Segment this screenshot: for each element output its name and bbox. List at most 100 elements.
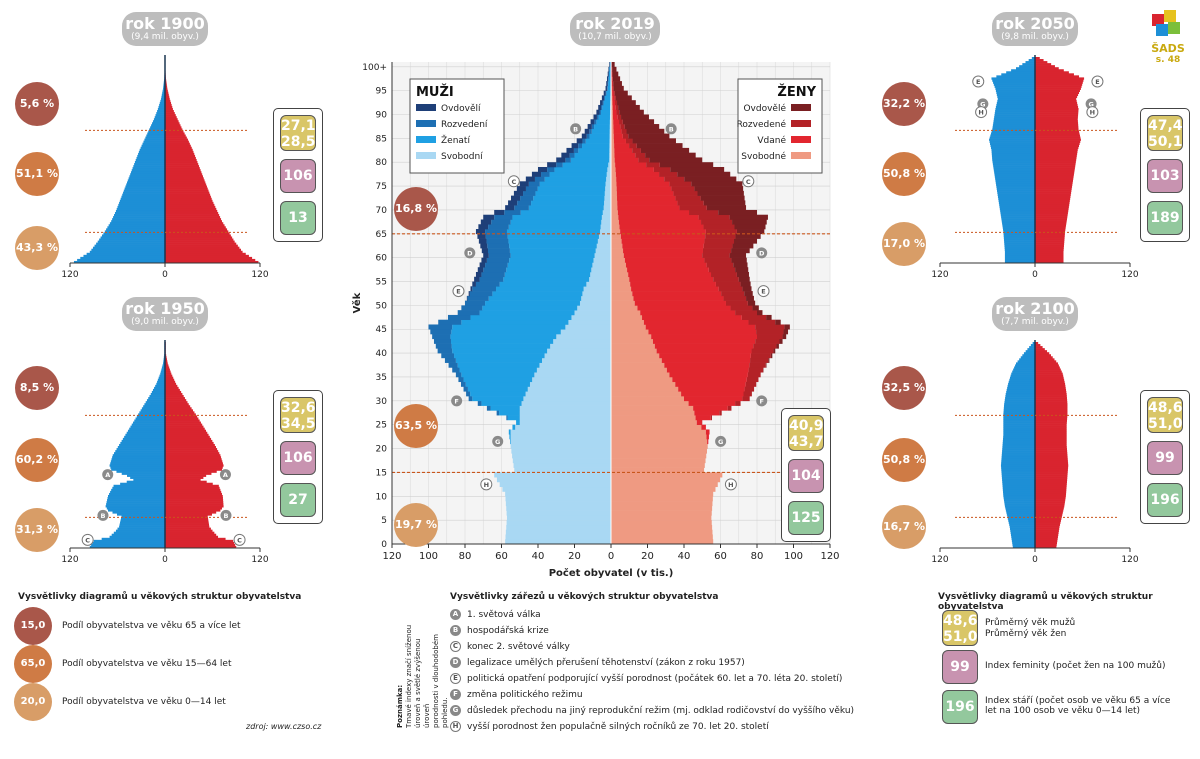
female-bar xyxy=(165,377,173,379)
female-bar xyxy=(165,485,219,487)
female-bar-seg xyxy=(617,196,675,201)
female-bar xyxy=(165,149,193,151)
male-bar xyxy=(110,466,165,468)
male-bar-seg xyxy=(461,320,568,325)
female-bar-seg xyxy=(611,387,678,392)
female-bar xyxy=(1035,96,1077,98)
male-bar-seg xyxy=(545,353,611,358)
legend-share-65-label: Podíl obyvatelstva ve věku 65 a více let xyxy=(62,621,241,631)
female-bar-seg xyxy=(611,458,706,463)
female-bar xyxy=(1035,234,1065,236)
female-bar-seg xyxy=(619,219,701,224)
female-bar xyxy=(165,226,226,228)
male-bar-seg xyxy=(520,415,611,420)
female-bar xyxy=(1035,393,1067,395)
male-bar xyxy=(146,135,165,137)
male-bar-seg xyxy=(452,367,459,372)
male-bar xyxy=(996,104,1035,106)
female-bar-seg xyxy=(611,348,657,353)
male-bar-seg xyxy=(510,248,596,253)
x-tick-label: 60 xyxy=(714,551,727,562)
female-bar-seg xyxy=(657,348,752,353)
female-bar-seg xyxy=(611,344,655,349)
male-bar xyxy=(995,88,1035,90)
y-tick-label: 65 xyxy=(376,230,387,240)
male-bar xyxy=(1005,505,1035,507)
female-bar xyxy=(165,222,223,224)
female-bar xyxy=(165,147,192,149)
female-bar-seg xyxy=(611,267,627,272)
female-bar xyxy=(165,116,177,118)
female-bar xyxy=(1035,210,1068,212)
male-bar-seg xyxy=(464,387,468,392)
female-bar-seg xyxy=(704,258,731,263)
y-tick-label: 80 xyxy=(376,158,388,168)
female-bar xyxy=(165,373,171,375)
female-bar xyxy=(165,452,219,454)
female-bar xyxy=(165,401,187,403)
female-bar-seg xyxy=(620,224,704,229)
female-bar-seg xyxy=(704,200,746,205)
male-bar xyxy=(995,179,1035,181)
notch-marker-label: D xyxy=(759,249,765,257)
male-bar-seg xyxy=(432,334,450,339)
female-bar xyxy=(165,513,212,515)
legend-male-label: Ženatí xyxy=(441,134,470,146)
male-bar-seg xyxy=(528,387,611,392)
female-bar-seg xyxy=(611,515,711,520)
female-bar-seg xyxy=(628,134,669,139)
male-bar-seg xyxy=(533,196,604,201)
male-bar-seg xyxy=(577,138,583,143)
male-bar xyxy=(108,497,165,499)
female-bar-seg xyxy=(611,224,620,229)
male-bar xyxy=(1003,444,1035,446)
female-bar-seg xyxy=(707,439,708,444)
y-tick-label: 75 xyxy=(376,182,387,192)
legend-male-title: MUŽI xyxy=(416,84,454,100)
female-bar xyxy=(1035,104,1078,106)
legend-male-swatch xyxy=(416,136,436,143)
notch-marker-label: H xyxy=(484,481,489,489)
male-bar xyxy=(117,208,165,210)
female-bar-seg xyxy=(615,157,639,162)
female-bar-seg xyxy=(645,153,696,158)
female-bar-seg xyxy=(689,401,736,406)
female-bar-seg xyxy=(616,181,669,186)
male-bar-seg xyxy=(606,177,611,182)
male-bar xyxy=(91,544,165,546)
legend-female-swatch xyxy=(791,136,811,143)
female-bar-seg xyxy=(612,95,614,100)
female-bar xyxy=(165,462,223,464)
male-bar xyxy=(994,169,1035,171)
female-bar-seg xyxy=(625,258,705,263)
female-bar-seg xyxy=(733,262,747,267)
male-bar-seg xyxy=(448,315,471,320)
female-bar xyxy=(165,206,215,208)
male-bar xyxy=(109,493,165,495)
male-bar xyxy=(125,434,165,436)
female-bar-seg xyxy=(617,200,677,205)
notch-marker-label: A xyxy=(223,471,228,479)
female-bar-seg xyxy=(735,310,757,315)
male-bar xyxy=(1004,497,1035,499)
male-bar xyxy=(998,196,1035,198)
female-bar-seg xyxy=(726,301,748,306)
male-bar xyxy=(1008,385,1035,387)
male-bar-seg xyxy=(575,310,612,315)
female-bar xyxy=(165,460,222,462)
male-bar xyxy=(132,424,165,426)
male-bar xyxy=(1005,399,1035,401)
female-bar xyxy=(165,255,249,257)
female-bar xyxy=(165,477,203,479)
male-bar xyxy=(147,399,165,401)
female-bar xyxy=(1035,226,1066,228)
male-bar xyxy=(92,542,165,544)
female-bar xyxy=(1035,153,1077,155)
legend-avg-male-label: Průměrný věk mužů xyxy=(985,618,1075,628)
female-bar xyxy=(165,509,220,511)
share-15-2100: 50,8 % xyxy=(882,438,926,482)
female-bar xyxy=(1035,84,1082,86)
male-bar-seg xyxy=(600,110,601,115)
